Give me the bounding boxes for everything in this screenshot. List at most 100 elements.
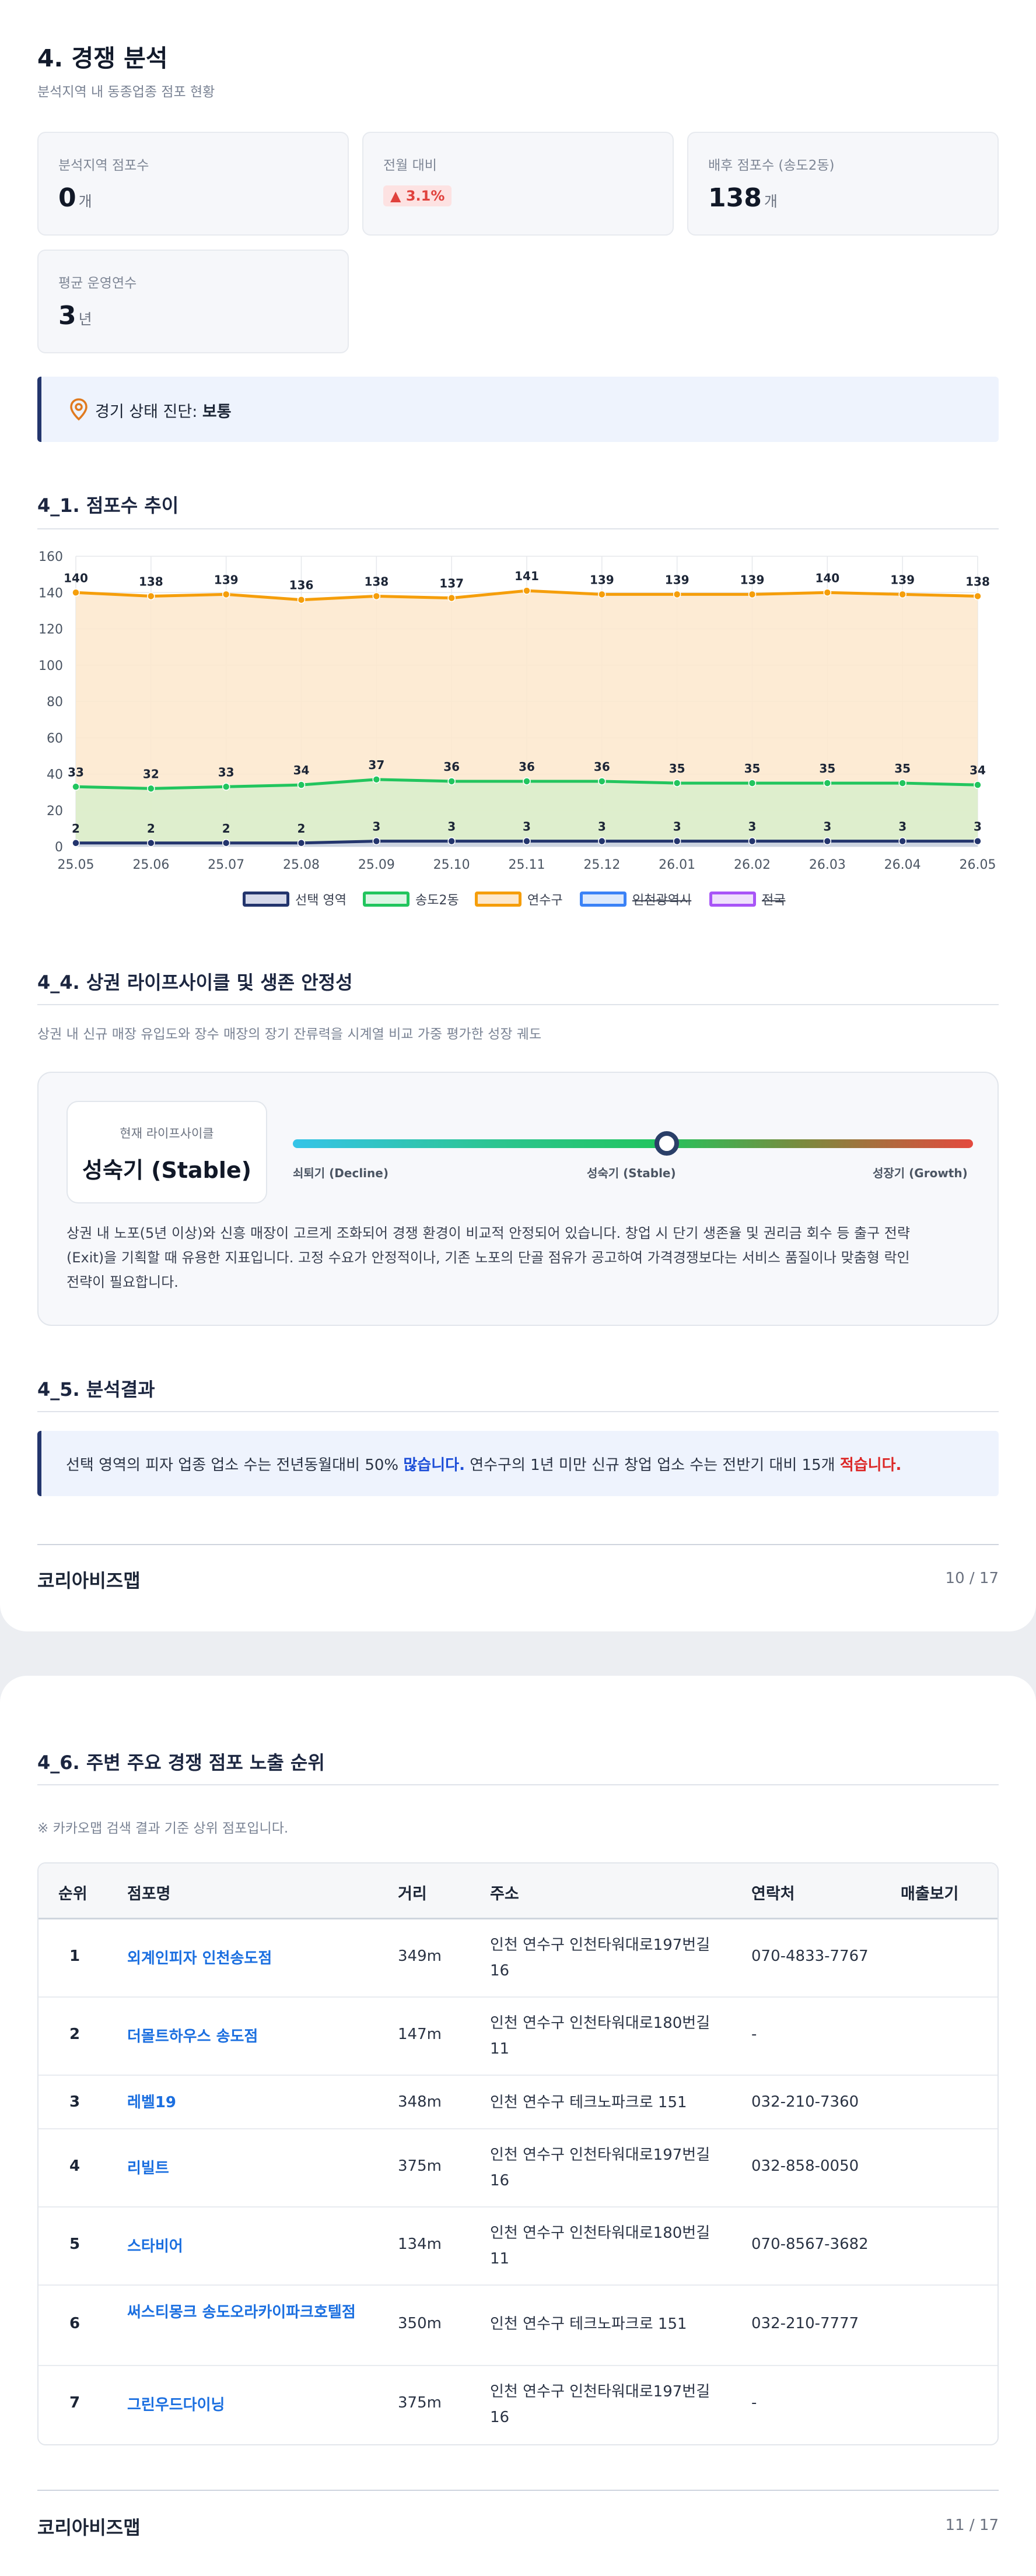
rank-note: ※ 카카오맵 검색 결과 기준 상위 점포입니다. <box>37 1821 289 1836</box>
row-distance: 350m <box>398 2315 442 2332</box>
location-pin-icon <box>70 398 88 421</box>
row-rank: 6 <box>69 2315 80 2332</box>
legend-swatch <box>709 892 756 907</box>
table-row: 3 레벨19 348m 인천 연수구 테크노파크로 151 032-210-73… <box>38 2076 998 2129</box>
data-label: 34 <box>970 763 986 777</box>
status-label: 경기 상태 진단: <box>95 403 202 421</box>
table-row: 1 외계인피자 인천송도점 349m 인천 연수구 인천타워대로197번길 16… <box>38 1919 998 1998</box>
row-address: 인천 연수구 인천타워대로197번길 16 <box>490 2383 710 2426</box>
data-label: 138 <box>139 574 163 588</box>
legend-item-national[interactable]: 전국 <box>709 889 785 909</box>
data-label: 36 <box>519 760 535 774</box>
x-tick-label: 25.06 <box>132 858 169 872</box>
row-store-name-link[interactable]: 레벨19 <box>127 2094 177 2111</box>
legend-item-selected-area[interactable]: 선택 영역 <box>243 889 346 909</box>
legend-swatch <box>363 892 410 907</box>
data-point <box>673 837 681 845</box>
row-distance: 348m <box>398 2093 442 2111</box>
data-point <box>372 592 381 601</box>
data-label: 3 <box>372 820 380 834</box>
section-title-result: 4_5. 분석결과 <box>37 1378 155 1401</box>
card-label: 분석지역 점포수 <box>58 158 149 173</box>
column-header-address: 주소 <box>490 1885 519 1903</box>
table-row: 2 더몰트하우스 송도점 147m 인천 연수구 인천타워대로180번길 11 … <box>38 1998 998 2076</box>
data-point <box>447 837 456 845</box>
x-tick-label: 25.05 <box>58 858 94 872</box>
data-point <box>297 781 306 789</box>
data-point <box>72 839 80 847</box>
footer-brand: 코리아비즈맵 <box>37 2517 141 2539</box>
table-row: 4 리빌트 375m 인천 연수구 인천타워대로197번길 16 032-858… <box>38 2129 998 2208</box>
economy-status-banner: 경기 상태 진단: 보통 <box>37 377 999 442</box>
legend-label: 연수구 <box>527 893 563 908</box>
legend-swatch <box>580 892 626 907</box>
row-store-name-link[interactable]: 그린우드다이닝 <box>127 2396 225 2414</box>
data-point <box>598 837 606 845</box>
legend-label: 인천광역시 <box>632 893 692 908</box>
card-unit: 년 <box>78 311 92 328</box>
data-label: 35 <box>819 761 835 775</box>
data-label: 139 <box>740 573 765 587</box>
data-label: 140 <box>64 571 88 585</box>
section-title-lifecycle: 4_4. 상권 라이프사이클 및 생존 안정성 <box>37 971 353 994</box>
legend-swatch <box>243 892 289 907</box>
row-store-name-link[interactable]: 리빌트 <box>127 2160 169 2177</box>
row-distance: 349m <box>398 1947 442 1965</box>
column-header-distance: 거리 <box>398 1885 427 1903</box>
data-point <box>974 837 982 845</box>
data-point <box>297 595 306 604</box>
legend-label: 선택 영역 <box>295 893 346 908</box>
table-row: 7 그린우드다이닝 375m 인천 연수구 인천타워대로197번길 16 - <box>38 2366 998 2444</box>
data-label: 3 <box>823 820 831 834</box>
data-label: 2 <box>298 822 306 836</box>
data-label: 3 <box>974 820 982 834</box>
data-label: 3 <box>447 820 456 834</box>
change-badge: ▲ 3.1% <box>383 185 452 206</box>
legend-item-yeonsu[interactable]: 연수구 <box>475 889 563 909</box>
data-label: 33 <box>218 765 235 779</box>
current-lifecycle-value: 성숙기 (Stable) <box>82 1157 252 1183</box>
data-label: 136 <box>289 578 314 592</box>
data-label: 36 <box>443 760 460 774</box>
data-label: 36 <box>594 760 610 774</box>
data-point <box>147 784 155 793</box>
data-point <box>147 592 155 601</box>
row-distance: 375m <box>398 2394 442 2412</box>
data-point <box>598 777 606 785</box>
row-store-name-link[interactable]: 스타비어 <box>127 2238 183 2255</box>
data-point <box>974 592 982 601</box>
data-label: 139 <box>590 573 614 587</box>
row-distance: 375m <box>398 2157 442 2175</box>
data-point <box>823 588 832 596</box>
row-phone: 032-858-0050 <box>751 2157 859 2175</box>
x-tick-label: 26.04 <box>884 858 921 872</box>
legend-item-incheon[interactable]: 인천광역시 <box>580 889 691 909</box>
data-point <box>222 590 230 599</box>
row-store-name-link[interactable]: 써스티몽크 송도오라카이파크호텔점 <box>127 2304 356 2321</box>
row-store-name-link[interactable]: 외계인피자 인천송도점 <box>127 1950 272 1967</box>
data-point <box>748 590 757 599</box>
data-point <box>147 839 155 847</box>
table-header: 순위 점포명 거리 주소 연락처 매출보기 <box>38 1863 998 1919</box>
data-label: 34 <box>293 763 310 777</box>
row-phone: 070-8567-3682 <box>751 2235 869 2253</box>
y-tick-label: 80 <box>47 695 63 710</box>
row-address: 인천 연수구 인천타워대로180번길 11 <box>490 2015 710 2058</box>
data-point <box>222 839 230 847</box>
current-lifecycle-label: 현재 라이프사이클 <box>120 1126 214 1140</box>
data-point <box>823 779 832 787</box>
card-value: 138 <box>708 183 762 213</box>
card-label: 평균 운영연수 <box>58 276 137 291</box>
row-address: 인천 연수구 테크노파크로 151 <box>490 2094 687 2111</box>
row-store-name-link[interactable]: 더몰트하우스 송도점 <box>127 2028 258 2045</box>
x-tick-label: 25.08 <box>283 858 320 872</box>
status-value: 보통 <box>202 403 232 421</box>
legend-item-songdo2[interactable]: 송도2동 <box>363 889 459 909</box>
y-tick-label: 60 <box>47 731 63 746</box>
data-label: 137 <box>439 577 464 591</box>
y-tick-label: 140 <box>38 586 63 601</box>
data-point <box>72 588 80 596</box>
table-row: 5 스타비어 134m 인천 연수구 인천타워대로180번길 11 070-85… <box>38 2208 998 2286</box>
